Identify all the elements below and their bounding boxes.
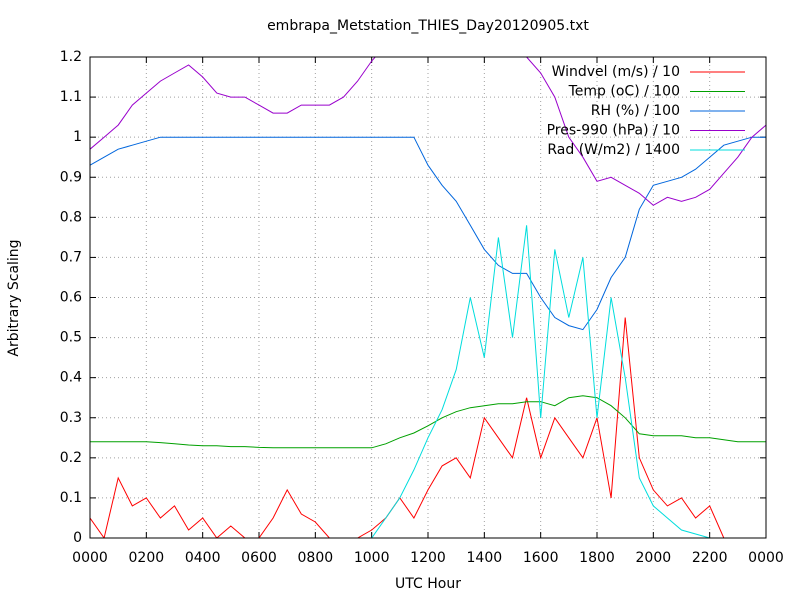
- x-tick-label: 0800: [298, 550, 334, 566]
- y-tick-label: 1: [73, 129, 82, 145]
- legend-label: Rad (W/m2) / 1400: [547, 142, 680, 158]
- y-tick-label: 0.3: [60, 410, 82, 426]
- y-tick-label: 1.1: [60, 89, 82, 105]
- x-tick-label: 1000: [354, 550, 390, 566]
- plot-border: [89, 56, 767, 539]
- series-line: [90, 317, 766, 538]
- legend-label: Temp (oC) / 100: [568, 84, 680, 100]
- x-tick-label: 2200: [692, 550, 728, 566]
- legend: Windvel (m/s) / 10 Temp (oC) / 100 RH (%) …: [547, 64, 745, 158]
- y-tick-label: 0.7: [60, 249, 82, 265]
- x-tick-label: 1800: [579, 550, 615, 566]
- y-axis-label: Arbitrary Scaling: [6, 239, 22, 356]
- plot-area: [90, 57, 766, 538]
- chart-title: embrapa_Metstation_THIES_Day20120905.txt: [267, 18, 589, 34]
- legend-label: Pres-990 (hPa) / 10: [547, 123, 680, 139]
- x-tick-label: 1400: [467, 550, 503, 566]
- y-tick-label: 0.2: [60, 450, 82, 466]
- series-line: [90, 395, 766, 449]
- y-tick-label: 0.8: [60, 209, 82, 225]
- y-tick-label: 0.9: [60, 169, 82, 185]
- series-line: [90, 57, 766, 206]
- y-tick-label: 0.5: [60, 330, 82, 346]
- x-tick-label: 0000: [72, 550, 108, 566]
- x-tick-label: 2000: [636, 550, 672, 566]
- series-line: [90, 136, 766, 331]
- legend-label: RH (%) / 100: [591, 103, 680, 119]
- y-tick-label: 0.6: [60, 290, 82, 306]
- x-tick-label: 0400: [185, 550, 221, 566]
- x-tick-label: 0000: [748, 550, 784, 566]
- x-tick-label: 0600: [241, 550, 277, 566]
- x-tick-label: 1600: [523, 550, 559, 566]
- y-tick-label: 0.1: [60, 490, 82, 506]
- y-tick-label: 0: [73, 530, 82, 546]
- y-tick-label: 0.4: [60, 370, 82, 386]
- y-tick-label: 1.2: [60, 49, 82, 65]
- series-line: [90, 225, 766, 538]
- legend-label: Windvel (m/s) / 10: [552, 64, 680, 80]
- x-axis-label: UTC Hour: [395, 576, 461, 592]
- x-tick-label: 0200: [129, 550, 165, 566]
- x-tick-label: 1200: [410, 550, 446, 566]
